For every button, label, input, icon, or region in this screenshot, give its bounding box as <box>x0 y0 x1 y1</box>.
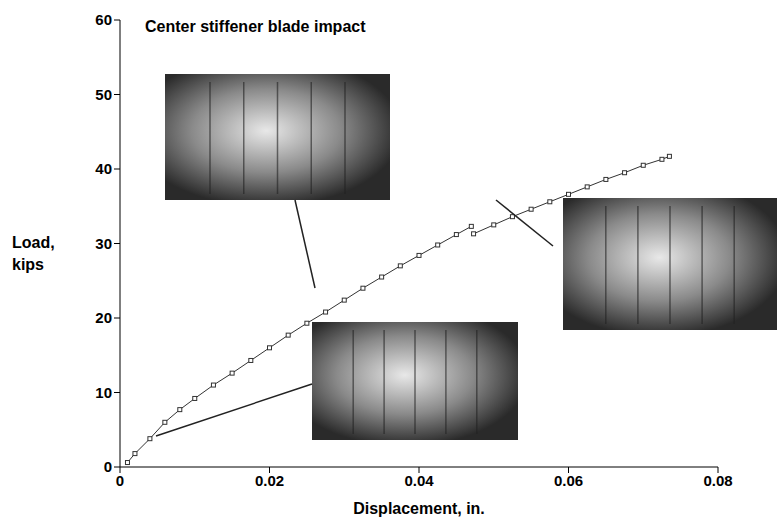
svg-text:10: 10 <box>95 384 112 401</box>
svg-text:50: 50 <box>95 86 112 103</box>
svg-text:0: 0 <box>104 458 112 475</box>
svg-text:20: 20 <box>95 309 112 326</box>
svg-text:0.02: 0.02 <box>255 472 284 489</box>
svg-text:0: 0 <box>116 472 124 489</box>
svg-text:0.08: 0.08 <box>703 472 732 489</box>
svg-text:0.06: 0.06 <box>554 472 583 489</box>
svg-text:40: 40 <box>95 160 112 177</box>
html-text:Load, kips: Load, kips <box>12 234 55 273</box>
svg-text:30: 30 <box>95 235 112 252</box>
svg-text:60: 60 <box>95 11 112 28</box>
html-text:Center stiffener blade impact: Center stiffener blade impact <box>145 18 366 35</box>
html-text:Displacement, in.: Displacement, in. <box>353 500 485 517</box>
svg-text:0.04: 0.04 <box>404 472 434 489</box>
